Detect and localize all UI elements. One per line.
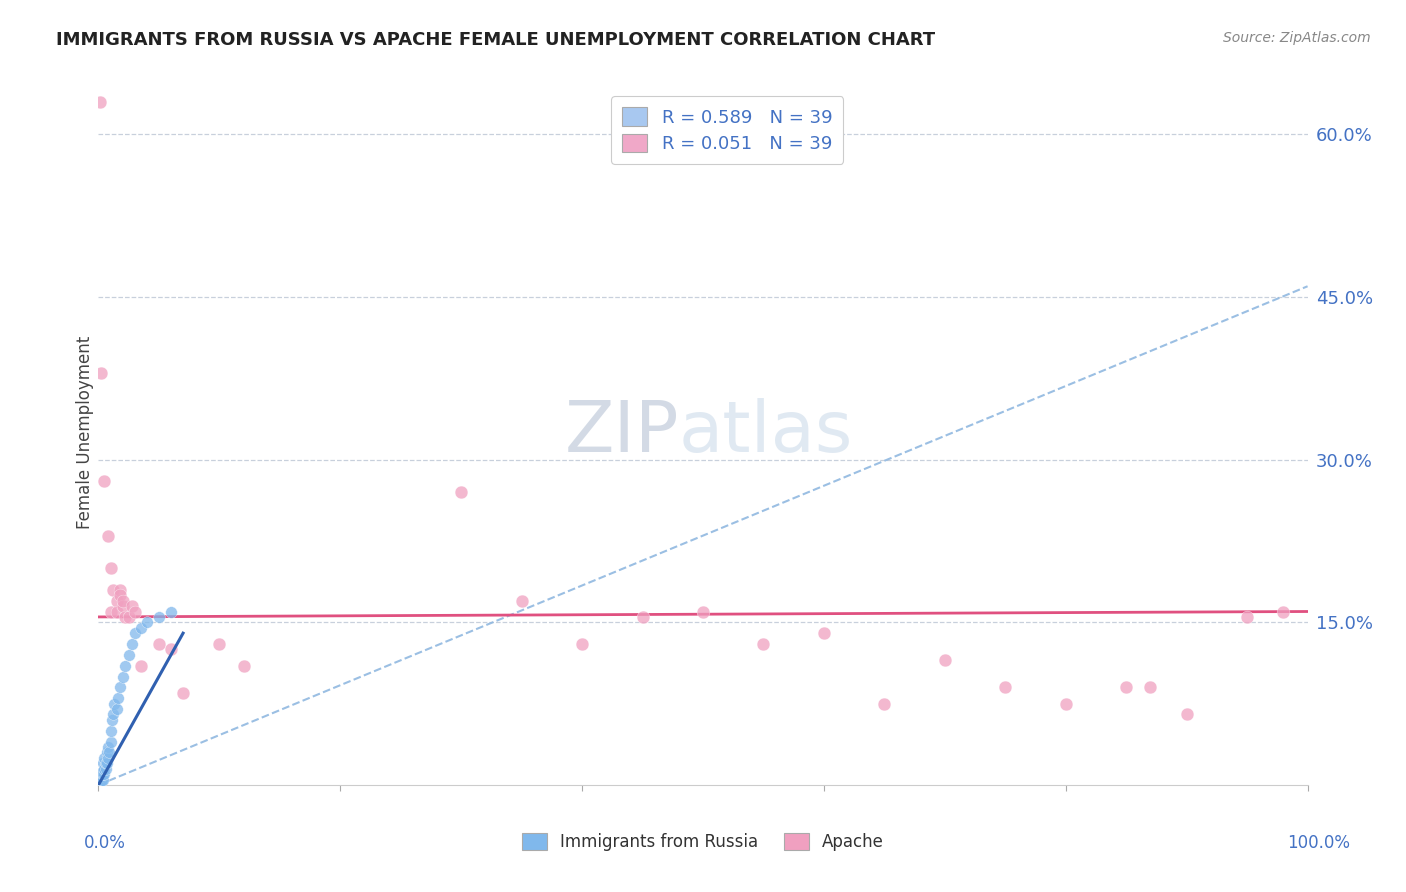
Point [90, 767, 112, 781]
Point [91, 764, 114, 779]
Point [129, 621, 152, 635]
Point [89, 769, 111, 783]
Point [105, 605, 128, 619]
Point [160, 642, 183, 657]
Point [89, 772, 111, 787]
Point [994, 681, 1017, 695]
Point [118, 610, 141, 624]
Point [121, 599, 143, 613]
Text: ZIP: ZIP [564, 398, 679, 467]
Point [101, 582, 124, 597]
Point [94, 762, 117, 776]
Point [94, 756, 117, 771]
Point [107, 691, 129, 706]
Legend: Immigrants from Russia, Apache: Immigrants from Russia, Apache [516, 826, 890, 858]
Point [108, 582, 131, 597]
Point [111, 593, 134, 607]
Point [813, 626, 835, 640]
Point [1236, 610, 1258, 624]
Point [90, 772, 112, 787]
Point [450, 485, 472, 500]
Point [934, 653, 956, 667]
Text: 100.0%: 100.0% [1286, 834, 1350, 852]
Point [101, 707, 124, 722]
Text: 0.0%: 0.0% [84, 834, 127, 852]
Point [1139, 681, 1161, 695]
Text: IMMIGRANTS FROM RUSSIA VS APACHE FEMALE UNEMPLOYMENT CORRELATION CHART: IMMIGRANTS FROM RUSSIA VS APACHE FEMALE … [56, 31, 935, 49]
Point [93, 767, 115, 781]
Point [1115, 681, 1137, 695]
Point [97, 739, 120, 754]
Point [108, 681, 131, 695]
Text: atlas: atlas [679, 398, 853, 467]
Point [1175, 707, 1198, 722]
Point [91, 772, 114, 787]
Point [114, 658, 136, 673]
Point [100, 734, 122, 748]
Point [91, 767, 114, 781]
Point [100, 713, 122, 727]
Point [96, 756, 118, 771]
Text: Source: ZipAtlas.com: Source: ZipAtlas.com [1223, 31, 1371, 45]
Point [172, 686, 194, 700]
Point [96, 746, 118, 760]
Point [108, 588, 131, 602]
Point [100, 723, 122, 738]
Point [103, 697, 125, 711]
Point [89, 95, 111, 109]
Point [89, 770, 111, 784]
Point [135, 615, 157, 630]
Point [105, 702, 128, 716]
Point [93, 762, 115, 776]
Point [752, 637, 775, 651]
Point [631, 610, 654, 624]
Point [91, 756, 114, 771]
Point [93, 475, 115, 489]
Point [571, 637, 593, 651]
Point [97, 751, 120, 765]
Point [129, 658, 152, 673]
Point [121, 637, 143, 651]
Y-axis label: Female Unemployment: Female Unemployment [76, 336, 94, 529]
Point [90, 772, 112, 786]
Point [873, 697, 896, 711]
Point [100, 605, 122, 619]
Point [114, 610, 136, 624]
Point [100, 561, 122, 575]
Point [93, 751, 115, 765]
Point [91, 772, 114, 787]
Point [111, 669, 134, 683]
Point [208, 637, 231, 651]
Point [160, 605, 183, 619]
Point [148, 637, 170, 651]
Point [118, 648, 141, 662]
Point [148, 610, 170, 624]
Point [111, 599, 134, 613]
Point [1272, 605, 1295, 619]
Point [105, 593, 128, 607]
Point [1054, 697, 1077, 711]
Point [232, 658, 254, 673]
Point [124, 605, 146, 619]
Point [91, 769, 114, 783]
Point [98, 746, 121, 760]
Point [124, 626, 146, 640]
Point [692, 605, 714, 619]
Point [97, 528, 120, 542]
Point [90, 366, 112, 380]
Point [510, 593, 533, 607]
